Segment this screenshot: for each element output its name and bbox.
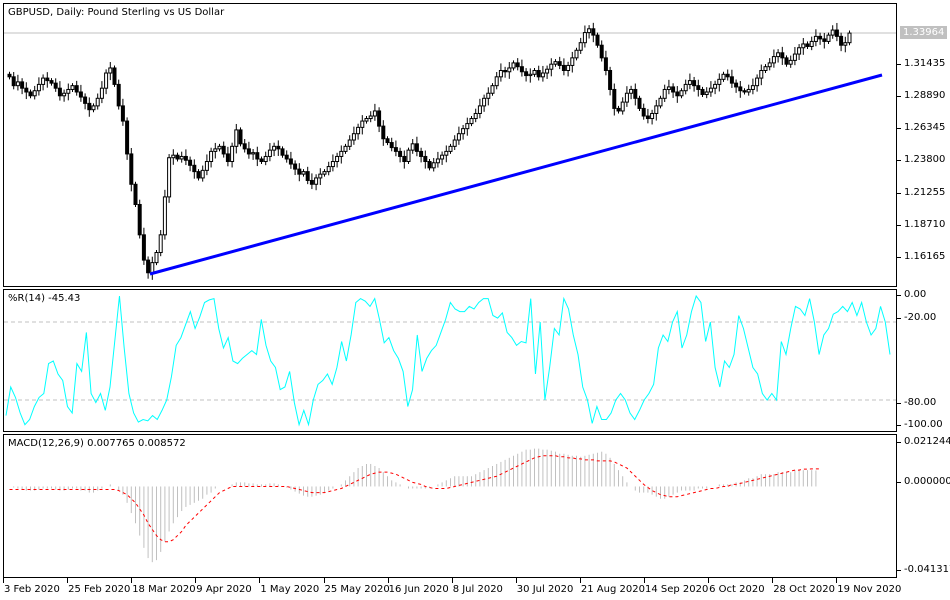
date-tick (323, 578, 325, 583)
axis-tick (896, 570, 901, 571)
axis-tick (896, 128, 901, 129)
axis-tick (896, 295, 901, 296)
date-tick (387, 578, 389, 583)
date-tick (515, 578, 517, 583)
date-tick (708, 578, 710, 583)
date-label: 14 Sep 2020 (645, 584, 709, 595)
williams-r-panel[interactable]: %R(14) -45.43 (3, 289, 897, 432)
date-tick (772, 578, 774, 583)
date-label: 25 Feb 2020 (68, 584, 131, 595)
axis-tick (896, 318, 901, 319)
date-tick (451, 578, 453, 583)
axis-tick (896, 225, 901, 226)
williams-r-axis-label: -20.00 (904, 312, 937, 323)
axis-tick (896, 442, 901, 443)
axis-tick (896, 193, 901, 194)
candlestick-chart (4, 22, 896, 280)
williams-r-axis-label: 0.00 (904, 289, 927, 300)
axis-tick (896, 403, 901, 404)
macd-axis-label: 0.000000 (904, 476, 950, 487)
date-label: 1 May 2020 (260, 584, 320, 595)
date-tick (195, 578, 197, 583)
current-price-tag: 1.33964 (900, 26, 948, 39)
date-label: 30 Jul 2020 (516, 584, 574, 595)
macd-axis-label: -0.041317 (904, 564, 950, 575)
date-tick (67, 578, 69, 583)
williams-r-title: %R(14) -45.43 (8, 293, 81, 304)
axis-tick (896, 257, 901, 258)
date-tick (836, 578, 838, 583)
date-label: 16 Jun 2020 (388, 584, 449, 595)
date-label: 18 Mar 2020 (132, 584, 196, 595)
macd-axis-label: 0.021244 (904, 436, 950, 447)
macd-panel[interactable]: MACD(12,26,9) 0.007765 0.008572 (3, 434, 897, 578)
date-tick (3, 578, 4, 583)
date-label: 9 Apr 2020 (196, 584, 252, 595)
date-label: 28 Oct 2020 (773, 584, 836, 595)
axis-tick (896, 160, 901, 161)
date-tick (131, 578, 133, 583)
williams-r-line (4, 294, 896, 427)
price-axis-label: 1.23800 (904, 154, 946, 165)
axis-tick (896, 482, 901, 483)
chart-title: GBPUSD, Daily: Pound Sterling vs US Doll… (8, 7, 225, 18)
date-label: 6 Oct 2020 (709, 584, 765, 595)
date-label: 8 Jul 2020 (452, 584, 503, 595)
price-axis-label: 1.21255 (904, 187, 946, 198)
date-tick (644, 578, 645, 583)
axis-tick (896, 96, 901, 97)
williams-r-axis-label: -100.00 (904, 419, 943, 430)
price-chart-panel[interactable]: GBPUSD, Daily: Pound Sterling vs US Doll… (3, 3, 897, 287)
williams-r-axis-label: -80.00 (904, 397, 937, 408)
macd-title: MACD(12,26,9) 0.007765 0.008572 (8, 438, 186, 449)
axis-tick (896, 425, 901, 426)
price-axis-label: 1.31435 (904, 58, 946, 69)
date-label: 3 Feb 2020 (4, 584, 60, 595)
price-axis-label: 1.18710 (904, 219, 946, 230)
date-tick (259, 578, 261, 583)
date-tick (579, 578, 581, 583)
price-axis-label: 1.28890 (904, 90, 946, 101)
price-axis-label: 1.26345 (904, 122, 946, 133)
macd-chart (9, 448, 821, 563)
date-label: 25 May 2020 (324, 584, 390, 595)
date-label: 21 Aug 2020 (580, 584, 645, 595)
date-label: 19 Nov 2020 (837, 584, 902, 595)
price-axis-label: 1.16165 (904, 251, 946, 262)
axis-tick (896, 64, 901, 65)
